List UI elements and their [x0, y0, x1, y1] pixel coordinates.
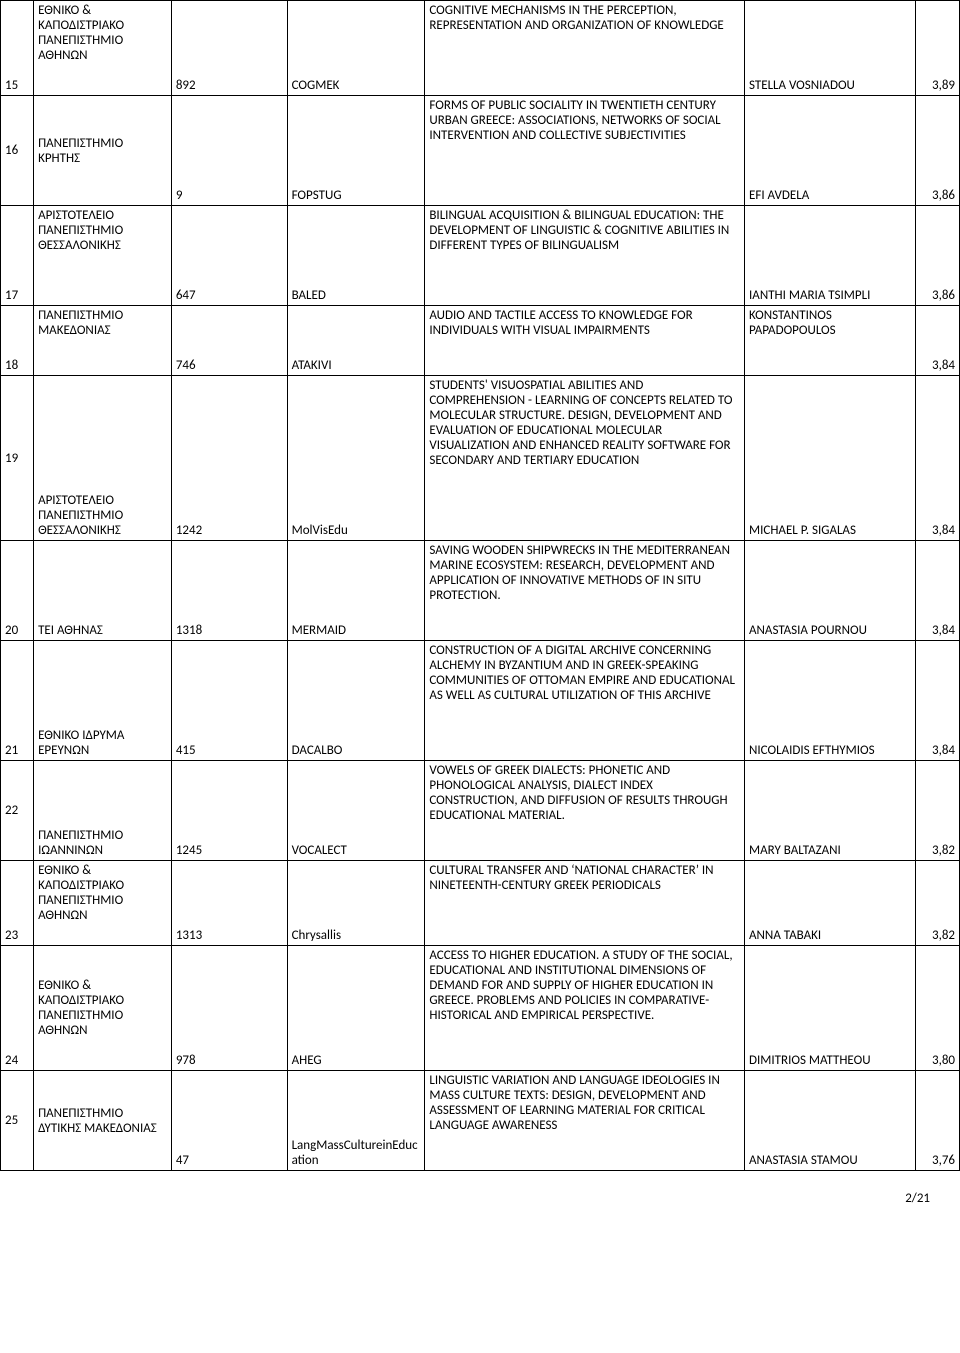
page-number: 2/21	[0, 1171, 960, 1216]
row-index: 19	[1, 376, 34, 541]
institution-cell: ΠΑΝΕΠΙΣΤΗΜΙΟ ΔΥΤΙΚΗΣ ΜΑΚΕΔΟΝΙΑΣ	[34, 1071, 172, 1171]
institution-cell: ΕΘΝΙΚΟ & ΚΑΠΟΔΙΣΤΡΙΑΚΟ ΠΑΝΕΠΙΣΤΗΜΙΟ ΑΘΗΝ…	[34, 1, 172, 96]
score-cell: 3,80	[915, 946, 959, 1071]
pi-cell: ANASTASIA POURNOU	[745, 541, 916, 641]
projects-table: 15ΕΘΝΙΚΟ & ΚΑΠΟΔΙΣΤΡΙΑΚΟ ΠΑΝΕΠΙΣΤΗΜΙΟ ΑΘ…	[0, 0, 960, 1171]
table-row: 21ΕΘΝΙΚΟ ΙΔΡΥΜΑ ΕΡΕΥΝΩΝ415DACALBOCONSTRU…	[1, 641, 960, 761]
row-index: 15	[1, 1, 34, 96]
number-cell: 1318	[171, 541, 287, 641]
row-index: 22	[1, 761, 34, 861]
acronym-cell: LangMassCultureinEducation	[287, 1071, 425, 1171]
row-index: 25	[1, 1071, 34, 1171]
acronym-cell: ATAKIVI	[287, 306, 425, 376]
institution-cell: ΠΑΝΕΠΙΣΤΗΜΙΟ ΚΡΗΤΗΣ	[34, 96, 172, 206]
pi-cell: MICHAEL P. SIGALAS	[745, 376, 916, 541]
pi-cell: ANNA TABAKI	[745, 861, 916, 946]
score-cell: 3,84	[915, 641, 959, 761]
institution-cell: ΑΡΙΣΤΟΤΕΛΕΙΟ ΠΑΝΕΠΙΣΤΗΜΙΟ ΘΕΣΣΑΛΟΝΙΚΗΣ	[34, 206, 172, 306]
institution-cell: ΕΘΝΙΚΟ ΙΔΡΥΜΑ ΕΡΕΥΝΩΝ	[34, 641, 172, 761]
pi-cell: ANASTASIA STAMOU	[745, 1071, 916, 1171]
table-row: 24ΕΘΝΙΚΟ & ΚΑΠΟΔΙΣΤΡΙΑΚΟ ΠΑΝΕΠΙΣΤΗΜΙΟ ΑΘ…	[1, 946, 960, 1071]
institution-cell: ΕΘΝΙΚΟ & ΚΑΠΟΔΙΣΤΡΙΑΚΟ ΠΑΝΕΠΙΣΤΗΜΙΟ ΑΘΗΝ…	[34, 861, 172, 946]
title-cell: FORMS OF PUBLIC SOCIALITY IN TWENTIETH C…	[425, 96, 745, 206]
table-row: 22ΠΑΝΕΠΙΣΤΗΜΙΟ ΙΩΑΝΝΙΝΩΝ1245VOCALECTVOWE…	[1, 761, 960, 861]
pi-cell: IANTHI MARIA TSIMPLI	[745, 206, 916, 306]
score-cell: 3,84	[915, 541, 959, 641]
title-cell: VOWELS OF GREEK DIALECTS: PHONETIC AND P…	[425, 761, 745, 861]
title-cell: BILINGUAL ACQUISITION & BILINGUAL EDUCAT…	[425, 206, 745, 306]
institution-cell: ΠΑΝΕΠΙΣΤΗΜΙΟ ΜΑΚΕΔΟΝΙΑΣ	[34, 306, 172, 376]
row-index: 20	[1, 541, 34, 641]
score-cell: 3,89	[915, 1, 959, 96]
number-cell: 9	[171, 96, 287, 206]
pi-cell: MARY BALTAZANI	[745, 761, 916, 861]
institution-cell: ΠΑΝΕΠΙΣΤΗΜΙΟ ΙΩΑΝΝΙΝΩΝ	[34, 761, 172, 861]
number-cell: 647	[171, 206, 287, 306]
acronym-cell: COGMEK	[287, 1, 425, 96]
acronym-cell: Chrysallis	[287, 861, 425, 946]
row-index: 23	[1, 861, 34, 946]
acronym-cell: VOCALECT	[287, 761, 425, 861]
title-cell: ACCESS TO HIGHER EDUCATION. A STUDY OF T…	[425, 946, 745, 1071]
score-cell: 3,76	[915, 1071, 959, 1171]
acronym-cell: MERMAID	[287, 541, 425, 641]
score-cell: 3,82	[915, 861, 959, 946]
number-cell: 978	[171, 946, 287, 1071]
table-row: 20ΤΕΙ ΑΘΗΝΑΣ1318MERMAIDSAVING WOODEN SHI…	[1, 541, 960, 641]
table-row: 23ΕΘΝΙΚΟ & ΚΑΠΟΔΙΣΤΡΙΑΚΟ ΠΑΝΕΠΙΣΤΗΜΙΟ ΑΘ…	[1, 861, 960, 946]
acronym-cell: DACALBO	[287, 641, 425, 761]
institution-cell: ΑΡΙΣΤΟΤΕΛΕΙΟ ΠΑΝΕΠΙΣΤΗΜΙΟ ΘΕΣΣΑΛΟΝΙΚΗΣ	[34, 376, 172, 541]
score-cell: 3,86	[915, 206, 959, 306]
title-cell: SAVING WOODEN SHIPWRECKS IN THE MEDITERR…	[425, 541, 745, 641]
title-cell: STUDENTS' VISUOSPATIAL ABILITIES AND COM…	[425, 376, 745, 541]
pi-cell: NICOLAIDIS EFTHYMIOS	[745, 641, 916, 761]
number-cell: 47	[171, 1071, 287, 1171]
row-index: 18	[1, 306, 34, 376]
table-row: 17ΑΡΙΣΤΟΤΕΛΕΙΟ ΠΑΝΕΠΙΣΤΗΜΙΟ ΘΕΣΣΑΛΟΝΙΚΗΣ…	[1, 206, 960, 306]
score-cell: 3,84	[915, 376, 959, 541]
institution-cell: ΕΘΝΙΚΟ & ΚΑΠΟΔΙΣΤΡΙΑΚΟ ΠΑΝΕΠΙΣΤΗΜΙΟ ΑΘΗΝ…	[34, 946, 172, 1071]
table-row: 15ΕΘΝΙΚΟ & ΚΑΠΟΔΙΣΤΡΙΑΚΟ ΠΑΝΕΠΙΣΤΗΜΙΟ ΑΘ…	[1, 1, 960, 96]
number-cell: 1313	[171, 861, 287, 946]
number-cell: 1245	[171, 761, 287, 861]
row-index: 16	[1, 96, 34, 206]
pi-cell: STELLA VOSNIADOU	[745, 1, 916, 96]
number-cell: 746	[171, 306, 287, 376]
title-cell: CULTURAL TRANSFER AND ‘NATIONAL CHARACTE…	[425, 861, 745, 946]
score-cell: 3,82	[915, 761, 959, 861]
institution-cell: ΤΕΙ ΑΘΗΝΑΣ	[34, 541, 172, 641]
score-cell: 3,84	[915, 306, 959, 376]
number-cell: 1242	[171, 376, 287, 541]
acronym-cell: MolVisEdu	[287, 376, 425, 541]
table-row: 25ΠΑΝΕΠΙΣΤΗΜΙΟ ΔΥΤΙΚΗΣ ΜΑΚΕΔΟΝΙΑΣ47LangM…	[1, 1071, 960, 1171]
title-cell: AUDIO AND TACTILE ACCESS TO KNOWLEDGE FO…	[425, 306, 745, 376]
row-index: 24	[1, 946, 34, 1071]
pi-cell: KONSTANTINOS PAPADOPOULOS	[745, 306, 916, 376]
pi-cell: EFI AVDELA	[745, 96, 916, 206]
number-cell: 415	[171, 641, 287, 761]
acronym-cell: AHEG	[287, 946, 425, 1071]
table-row: 16ΠΑΝΕΠΙΣΤΗΜΙΟ ΚΡΗΤΗΣ9FOPSTUGFORMS OF PU…	[1, 96, 960, 206]
acronym-cell: FOPSTUG	[287, 96, 425, 206]
pi-cell: DIMITRIOS MATTHEOU	[745, 946, 916, 1071]
row-index: 17	[1, 206, 34, 306]
number-cell: 892	[171, 1, 287, 96]
title-cell: COGNITIVE MECHANISMS IN THE PERCEPTION, …	[425, 1, 745, 96]
row-index: 21	[1, 641, 34, 761]
title-cell: CONSTRUCTION OF A DIGITAL ARCHIVE CONCER…	[425, 641, 745, 761]
table-row: 19ΑΡΙΣΤΟΤΕΛΕΙΟ ΠΑΝΕΠΙΣΤΗΜΙΟ ΘΕΣΣΑΛΟΝΙΚΗΣ…	[1, 376, 960, 541]
title-cell: LINGUISTIC VARIATION AND LANGUAGE IDEOLO…	[425, 1071, 745, 1171]
acronym-cell: BALED	[287, 206, 425, 306]
table-row: 18ΠΑΝΕΠΙΣΤΗΜΙΟ ΜΑΚΕΔΟΝΙΑΣ746ATAKIVIAUDIO…	[1, 306, 960, 376]
score-cell: 3,86	[915, 96, 959, 206]
